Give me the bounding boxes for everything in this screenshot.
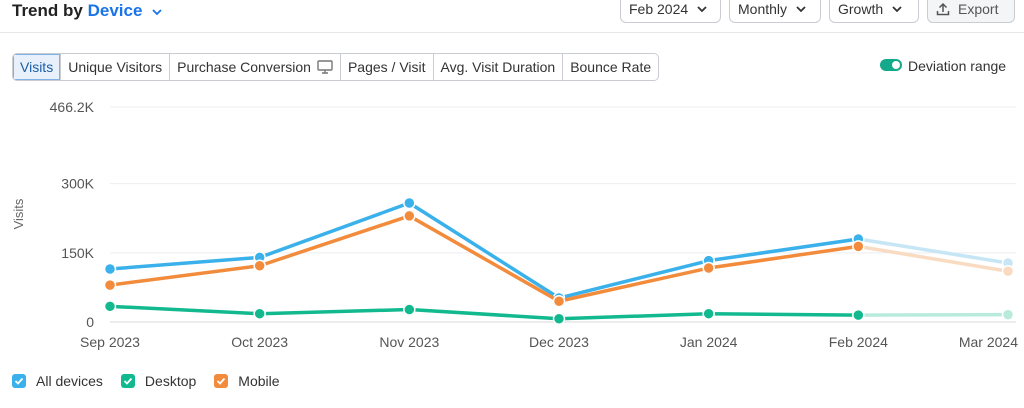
month-select[interactable]: Feb 2024 xyxy=(620,0,721,23)
legend-item-mobile[interactable]: Mobile xyxy=(214,373,280,389)
data-point xyxy=(253,259,266,272)
data-point xyxy=(852,240,865,253)
export-label: Export xyxy=(958,1,999,17)
chart-legend: All devices Desktop Mobile xyxy=(12,373,298,389)
x-tick-label: Mar 2024 xyxy=(959,334,1018,350)
y-tick-label: 150K xyxy=(61,245,94,261)
month-select-value: Feb 2024 xyxy=(629,1,689,17)
chevron-down-icon xyxy=(796,6,806,13)
checkbox-icon xyxy=(120,374,135,388)
checkbox-icon xyxy=(214,374,229,388)
tab-label: Unique Visitors xyxy=(68,59,163,75)
x-tick-label: Dec 2023 xyxy=(529,334,589,350)
metric-tabs: Visits Unique Visitors Purchase Conversi… xyxy=(12,53,660,81)
legend-label: Mobile xyxy=(238,373,280,389)
data-point xyxy=(403,209,416,223)
period-select[interactable]: Monthly xyxy=(729,0,821,23)
tab-label: Bounce Rate xyxy=(570,59,652,75)
device-dropdown-label: Device xyxy=(87,1,143,20)
data-point xyxy=(103,262,117,276)
data-point xyxy=(103,300,117,313)
tab-avg-visit-duration[interactable]: Avg. Visit Duration xyxy=(434,54,564,80)
tab-visits[interactable]: Visits xyxy=(13,54,62,80)
chevron-down-icon xyxy=(697,6,707,13)
widget-title: Trend by Device xyxy=(12,1,163,21)
tab-label: Purchase Conversion xyxy=(177,59,311,75)
chevron-down-icon xyxy=(892,6,902,13)
tab-unique-visitors[interactable]: Unique Visitors xyxy=(61,54,171,80)
legend-label: Desktop xyxy=(144,373,197,389)
x-tick-label: Sep 2023 xyxy=(80,334,140,350)
data-point xyxy=(1001,265,1015,278)
y-tick-label: 300K xyxy=(61,176,94,192)
x-tick-label: Oct 2023 xyxy=(231,334,288,350)
metric-select-value: Growth xyxy=(838,1,884,17)
deviation-range-toggle[interactable] xyxy=(880,59,902,71)
export-button[interactable]: Export xyxy=(927,0,1015,23)
y-axis-title: Visits xyxy=(11,198,26,229)
data-point xyxy=(253,307,266,320)
trend-line-chart: 0 150K 300K 466.2K Visits Sep 2023 Oct 2023 Nov… xyxy=(11,99,1018,350)
device-dropdown[interactable]: Device xyxy=(88,1,164,20)
legend-label: All devices xyxy=(36,373,103,389)
legend-item-desktop[interactable]: Desktop xyxy=(120,373,197,389)
checkbox-icon xyxy=(12,374,26,388)
y-tick-label: 0 xyxy=(86,314,94,330)
series-line xyxy=(109,201,859,300)
title-prefix: Trend by xyxy=(12,1,83,20)
data-point xyxy=(552,312,566,326)
data-point xyxy=(403,303,416,316)
legend-item-all-devices[interactable]: All devices xyxy=(12,373,103,389)
header-divider xyxy=(0,32,1024,33)
x-tick-label: Feb 2024 xyxy=(829,334,888,350)
series-line xyxy=(109,214,859,303)
data-point xyxy=(1001,308,1015,321)
tab-label: Pages / Visit xyxy=(347,59,426,75)
tab-label: Visits xyxy=(20,59,54,75)
x-tick-label: Jan 2024 xyxy=(680,334,738,350)
deviation-range-label: Deviation range xyxy=(908,58,1007,74)
tab-purchase-conversion[interactable]: Purchase Conversion xyxy=(170,54,341,80)
monitor-icon xyxy=(317,60,333,74)
tab-label: Avg. Visit Duration xyxy=(440,59,556,75)
period-select-value: Monthly xyxy=(738,1,788,17)
tab-pages-visit[interactable]: Pages / Visit xyxy=(341,54,434,80)
data-point xyxy=(852,308,865,322)
chevron-down-icon xyxy=(152,8,162,15)
x-tick-label: Nov 2023 xyxy=(379,334,439,350)
series-line xyxy=(109,304,859,321)
data-point xyxy=(403,196,416,210)
y-tick-label: 466.2K xyxy=(50,99,95,115)
chart-header: Trend by Device Feb 2024 Monthly Growth … xyxy=(0,0,1024,32)
data-point xyxy=(702,261,715,275)
tab-bounce-rate[interactable]: Bounce Rate xyxy=(563,54,658,80)
data-point xyxy=(103,278,117,292)
data-point xyxy=(552,294,566,308)
series-line-projected xyxy=(858,237,1009,265)
series-line-projected xyxy=(858,244,1009,273)
data-point xyxy=(702,307,715,320)
metric-select[interactable]: Growth xyxy=(829,0,919,23)
upload-icon xyxy=(936,2,950,16)
